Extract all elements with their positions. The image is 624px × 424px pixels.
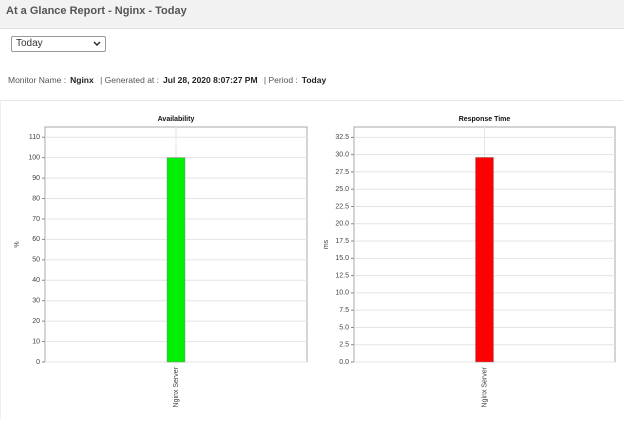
page-title: At a Glance Report - Nginx - Today [6, 5, 187, 17]
y-tick-label: 50 [32, 257, 40, 264]
y-tick-label: 25.0 [335, 186, 349, 193]
y-tick-label: 32.5 [335, 134, 349, 141]
label: | Generated at : [100, 75, 160, 85]
period-select[interactable]: Today [11, 36, 106, 52]
chart-title: Availability [158, 116, 195, 123]
y-tick-label: 12.5 [335, 272, 349, 279]
y-tick-label: 27.5 [335, 169, 349, 176]
value: Jul 28, 2020 8:07:27 PM [163, 75, 258, 85]
bar [475, 157, 494, 363]
y-tick-label: 17.5 [335, 238, 349, 245]
y-tick-label: 22.5 [335, 203, 349, 210]
y-tick-label: 10 [32, 338, 40, 345]
y-tick-label: 7.5 [339, 307, 349, 314]
chart-panel: Availability% 0 10 20 30 40 50 60 70 80 90 100 110 Ng… [0, 100, 623, 419]
y-tick-label: 100 [28, 154, 40, 161]
x-tick-label: Nginx Server [173, 366, 180, 407]
y-tick-label: 110 [29, 134, 40, 141]
y-axis-label: ms [323, 239, 330, 249]
y-tick-label: 0.0 [339, 359, 349, 366]
value: Today [301, 75, 327, 85]
bar [166, 157, 186, 363]
y-tick-label: 80 [32, 195, 40, 202]
y-tick-label: 15.0 [335, 255, 349, 262]
y-tick-label: 40 [32, 277, 40, 284]
select-value: Today [16, 38, 43, 49]
y-tick-label: 30 [32, 298, 40, 305]
report-info: Monitor Name : Nginx | Generated at : Jul … [8, 75, 330, 85]
charts: Availability% 0 10 20 30 40 50 60 70 80 90 100 110 Ng… [14, 116, 616, 407]
y-tick-label: 10.0 [335, 290, 349, 297]
y-tick-label: 5.0 [339, 324, 349, 331]
y-tick-label: 60 [32, 236, 40, 243]
x-tick-label: Nginx Server [481, 366, 488, 407]
label: | Period : [263, 75, 298, 85]
y-tick-label: 90 [32, 175, 40, 182]
y-tick-label: 2.5 [339, 342, 349, 349]
y-axis-label: % [14, 241, 21, 247]
y-tick-label: 0 [36, 359, 40, 366]
chart-title: Response Time [459, 116, 511, 123]
header-bar: At a Glance Report - Nginx - Today [0, 0, 624, 29]
y-tick-label: 70 [32, 216, 40, 223]
y-tick-label: 20.0 [335, 221, 349, 228]
dropdown-arrow [93, 41, 101, 46]
y-tick-label: 30.0 [335, 151, 349, 158]
y-tick-label: 20 [32, 318, 40, 325]
label: Monitor Name : [8, 75, 67, 85]
value: Nginx [70, 75, 94, 85]
